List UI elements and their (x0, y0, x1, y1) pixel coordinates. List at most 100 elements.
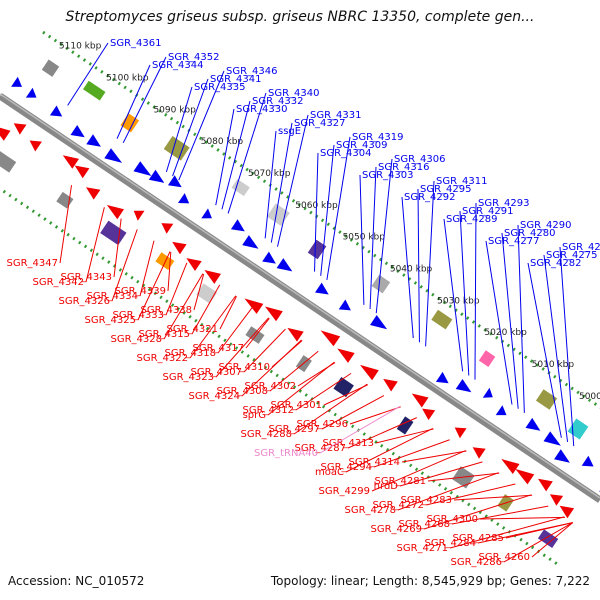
gene-label: SGR_4327 (294, 118, 346, 129)
gene-label-leader (319, 405, 401, 454)
gene-label: SGR_4296 (297, 419, 349, 430)
gene-label-leader (453, 494, 533, 501)
gene-label-leader (345, 427, 434, 473)
gene-label-leader (503, 522, 573, 563)
gene-label-leader (269, 350, 319, 392)
gene-label: SGR_4280 (504, 228, 556, 239)
gene-label-leader (67, 42, 109, 106)
reverse-gene-arrow (86, 187, 101, 200)
feature-box-upper-fill (41, 59, 60, 77)
gene-label-leader (189, 295, 237, 359)
accession-label: Accession: NC_010572 (8, 574, 145, 588)
feature-box-lower-fill (333, 377, 354, 398)
gene-label-leader (425, 483, 516, 506)
feature-box-lower (196, 283, 218, 304)
reverse-gene-arrow (538, 478, 553, 492)
gene-label-leader (425, 180, 435, 347)
gene-label-leader (243, 328, 286, 373)
kbp-tick-label: 5080 kbp (201, 137, 244, 147)
gene-label-leader (116, 64, 151, 139)
gene-label-leader (221, 100, 251, 210)
gene-label: SGR_4361 (110, 38, 162, 49)
forward-gene-arrow (70, 125, 85, 138)
gene-label-leader (326, 136, 351, 281)
gene-label-leader (215, 317, 269, 378)
forward-gene-arrow (148, 169, 165, 183)
gene-label-leader (349, 406, 401, 425)
gene-label-leader (321, 395, 385, 430)
forward-gene-arrow (276, 258, 293, 272)
forward-gene-arrow (482, 387, 493, 398)
gene-label-leader (501, 232, 519, 409)
gene-label: SGR_4319 (352, 132, 404, 143)
gene-label-leader (172, 78, 209, 177)
gene-label-leader (165, 262, 188, 316)
gene-label: SGR_4323 (163, 372, 215, 383)
gene-label: SGR_4271 (397, 543, 449, 554)
gene-label-leader (449, 516, 565, 549)
gene-label-leader (427, 472, 500, 482)
feature-box-upper-fill (307, 239, 327, 260)
gene-label: SGR_4314 (349, 457, 401, 468)
forward-gene-arrow (315, 282, 329, 295)
gene-label: SGR_4307 (191, 367, 243, 378)
feature-box-upper (535, 389, 558, 410)
reverse-gene-arrow (186, 258, 202, 271)
reverse-gene-arrow (74, 165, 90, 179)
gene-label: SGR_4322 (137, 353, 189, 364)
feature-box-upper (431, 309, 453, 330)
forward-gene-arrow (581, 455, 594, 467)
forward-gene-arrow (495, 405, 507, 416)
forward-gene-arrow (554, 449, 570, 463)
gene-label: SGR_4324 (189, 391, 241, 402)
gene-label: SGR_4313 (323, 438, 375, 449)
gene-label-leader (122, 56, 167, 144)
reverse-gene-arrow (265, 306, 283, 322)
kbp-tick-label: 5090 kbp (153, 105, 196, 115)
gene-label: SGR_4282 (530, 258, 582, 269)
feature-box-lower-fill (245, 326, 265, 344)
gene-label: moaC (315, 467, 344, 478)
gene-label-leader (369, 166, 377, 310)
reverse-gene-arrow (204, 270, 221, 284)
feature-box-upper (371, 274, 391, 294)
gene-label-leader (399, 461, 483, 487)
feature-box-upper-fill (535, 389, 558, 410)
gene-label: SGR_4275 (546, 250, 598, 261)
forward-gene-arrow (11, 76, 22, 87)
feature-box-upper (567, 418, 589, 440)
gene-label: SGR_4289 (446, 214, 498, 225)
reverse-gene-arrow (106, 205, 124, 220)
feature-box-upper-fill (478, 350, 496, 367)
forward-gene-arrow (230, 219, 245, 232)
gene-label: SGR_4338 (141, 305, 193, 316)
gene-label-leader (485, 240, 513, 405)
forward-gene-arrow (86, 134, 101, 147)
gene-label: SGR_4335 (194, 82, 246, 93)
gene-label-leader (375, 428, 434, 444)
scale-line-upper (42, 30, 600, 409)
gene-label-leader (443, 218, 464, 372)
reverse-gene-arrow (244, 298, 264, 314)
reverse-gene-arrow (172, 241, 187, 255)
gene-label: SGR_4304 (320, 148, 372, 159)
gene-label: SGR_4346 (226, 66, 278, 77)
kbp-tick-label: 5070 kbp (248, 169, 291, 179)
reverse-gene-arrow (0, 127, 11, 141)
forward-gene-arrow (525, 417, 541, 431)
kbp-tick-label: 5010 kbp (532, 360, 575, 370)
reverse-gene-arrow (383, 378, 398, 392)
forward-gene-arrow (370, 315, 388, 330)
gene-label: SGR_4287 (295, 443, 347, 454)
gene-label-leader (227, 92, 267, 214)
genome-backbone (0, 93, 600, 503)
scale-line-lower (0, 187, 558, 566)
gene-label: SGR_4269 (371, 524, 423, 535)
kbp-tick-label: 5050 kbp (343, 233, 386, 243)
gene-label: SGR_4332 (252, 96, 304, 107)
gene-label-leader (531, 522, 574, 558)
reverse-gene-arrow (422, 408, 436, 421)
gene-label: SGR_4343 (61, 272, 113, 283)
gene-label: SGR_4278 (345, 505, 397, 516)
